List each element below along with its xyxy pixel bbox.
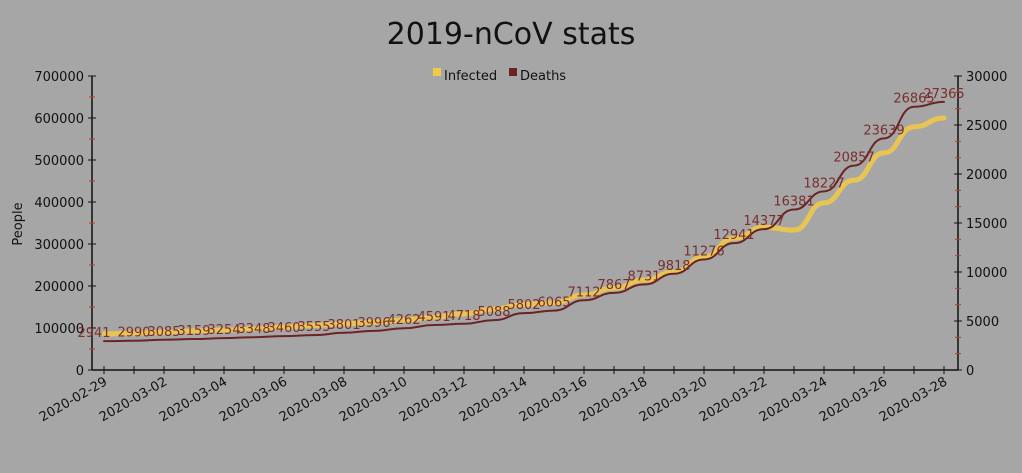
legend-swatch-infected [433,68,441,76]
series-line-infected [101,115,947,337]
y-tick-label-left: 600000 [34,112,84,127]
legend: Infected Deaths [433,68,566,84]
data-label-deaths: 7867 [597,278,630,293]
data-labels: 2941 299030853159325433483460355538013996… [77,87,964,341]
y-tick-label-right: 15000 [966,217,1007,232]
data-label-deaths: 23639 [863,123,904,138]
data-label-deaths: 3996 [357,316,390,331]
data-label-deaths: 9818 [657,259,690,274]
data-label-deaths: 26865 [893,92,934,107]
y-axis-label: People [11,202,26,245]
data-label-deaths: 3801 [327,318,360,333]
y-tick-label-left: 200000 [34,280,84,295]
data-label-deaths: 11276 [683,244,724,259]
y-tick-label-left: 100000 [34,322,84,337]
x-tick-label: 2020-03-28 [877,374,950,425]
data-label-deaths: 6065 [537,296,570,311]
data-label-deaths: 7112 [567,285,600,300]
legend-swatch-deaths [509,68,517,76]
data-label-deaths: 3254 [207,323,240,338]
data-label-deaths: 4591 [417,310,450,325]
axes: 0100000200000300000400000500000600000700… [34,70,1007,425]
series-line-deaths [103,100,945,343]
data-label-deaths: 3460 [267,321,300,336]
chart-title: 2019-nCoV stats [387,17,636,52]
data-label-deaths: 2990 [117,326,150,341]
y-tick-label-right: 30000 [966,70,1007,85]
data-label-deaths: 16381 [773,194,814,209]
y-tick-label-right: 20000 [966,168,1007,183]
y-tick-label-right: 25000 [966,119,1007,134]
y-tick-label-left: 700000 [34,70,84,85]
y-tick-label-left: 500000 [34,154,84,169]
data-label-deaths: 5088 [477,305,510,320]
data-label-deaths: 14377 [743,214,784,229]
y-tick-label-left: 0 [76,364,84,379]
data-label-deaths: 2941 [77,326,110,341]
y-tick-label-right: 0 [966,364,974,379]
legend-label-infected: Infected [444,69,497,84]
data-label-deaths: 27365 [923,87,964,102]
data-label-deaths: 3348 [237,322,270,337]
data-label-deaths: 3085 [147,325,180,340]
data-label-deaths: 12941 [713,228,754,243]
data-label-deaths: 20857 [833,151,874,166]
data-label-deaths: 5802 [507,298,540,313]
data-label-deaths: 3555 [297,320,330,335]
y-tick-label-left: 400000 [34,196,84,211]
y-tick-label-right: 10000 [966,266,1007,281]
data-label-deaths: 18227 [803,176,844,191]
series [101,100,947,343]
y-tick-label-right: 5000 [966,315,999,330]
data-label-deaths: 4718 [447,309,480,324]
data-label-deaths: 4262 [387,313,420,328]
data-label-deaths: 3159 [177,324,210,339]
legend-label-deaths: Deaths [520,69,566,84]
data-label-deaths: 8731 [627,269,660,284]
y-tick-label-left: 300000 [34,238,84,253]
